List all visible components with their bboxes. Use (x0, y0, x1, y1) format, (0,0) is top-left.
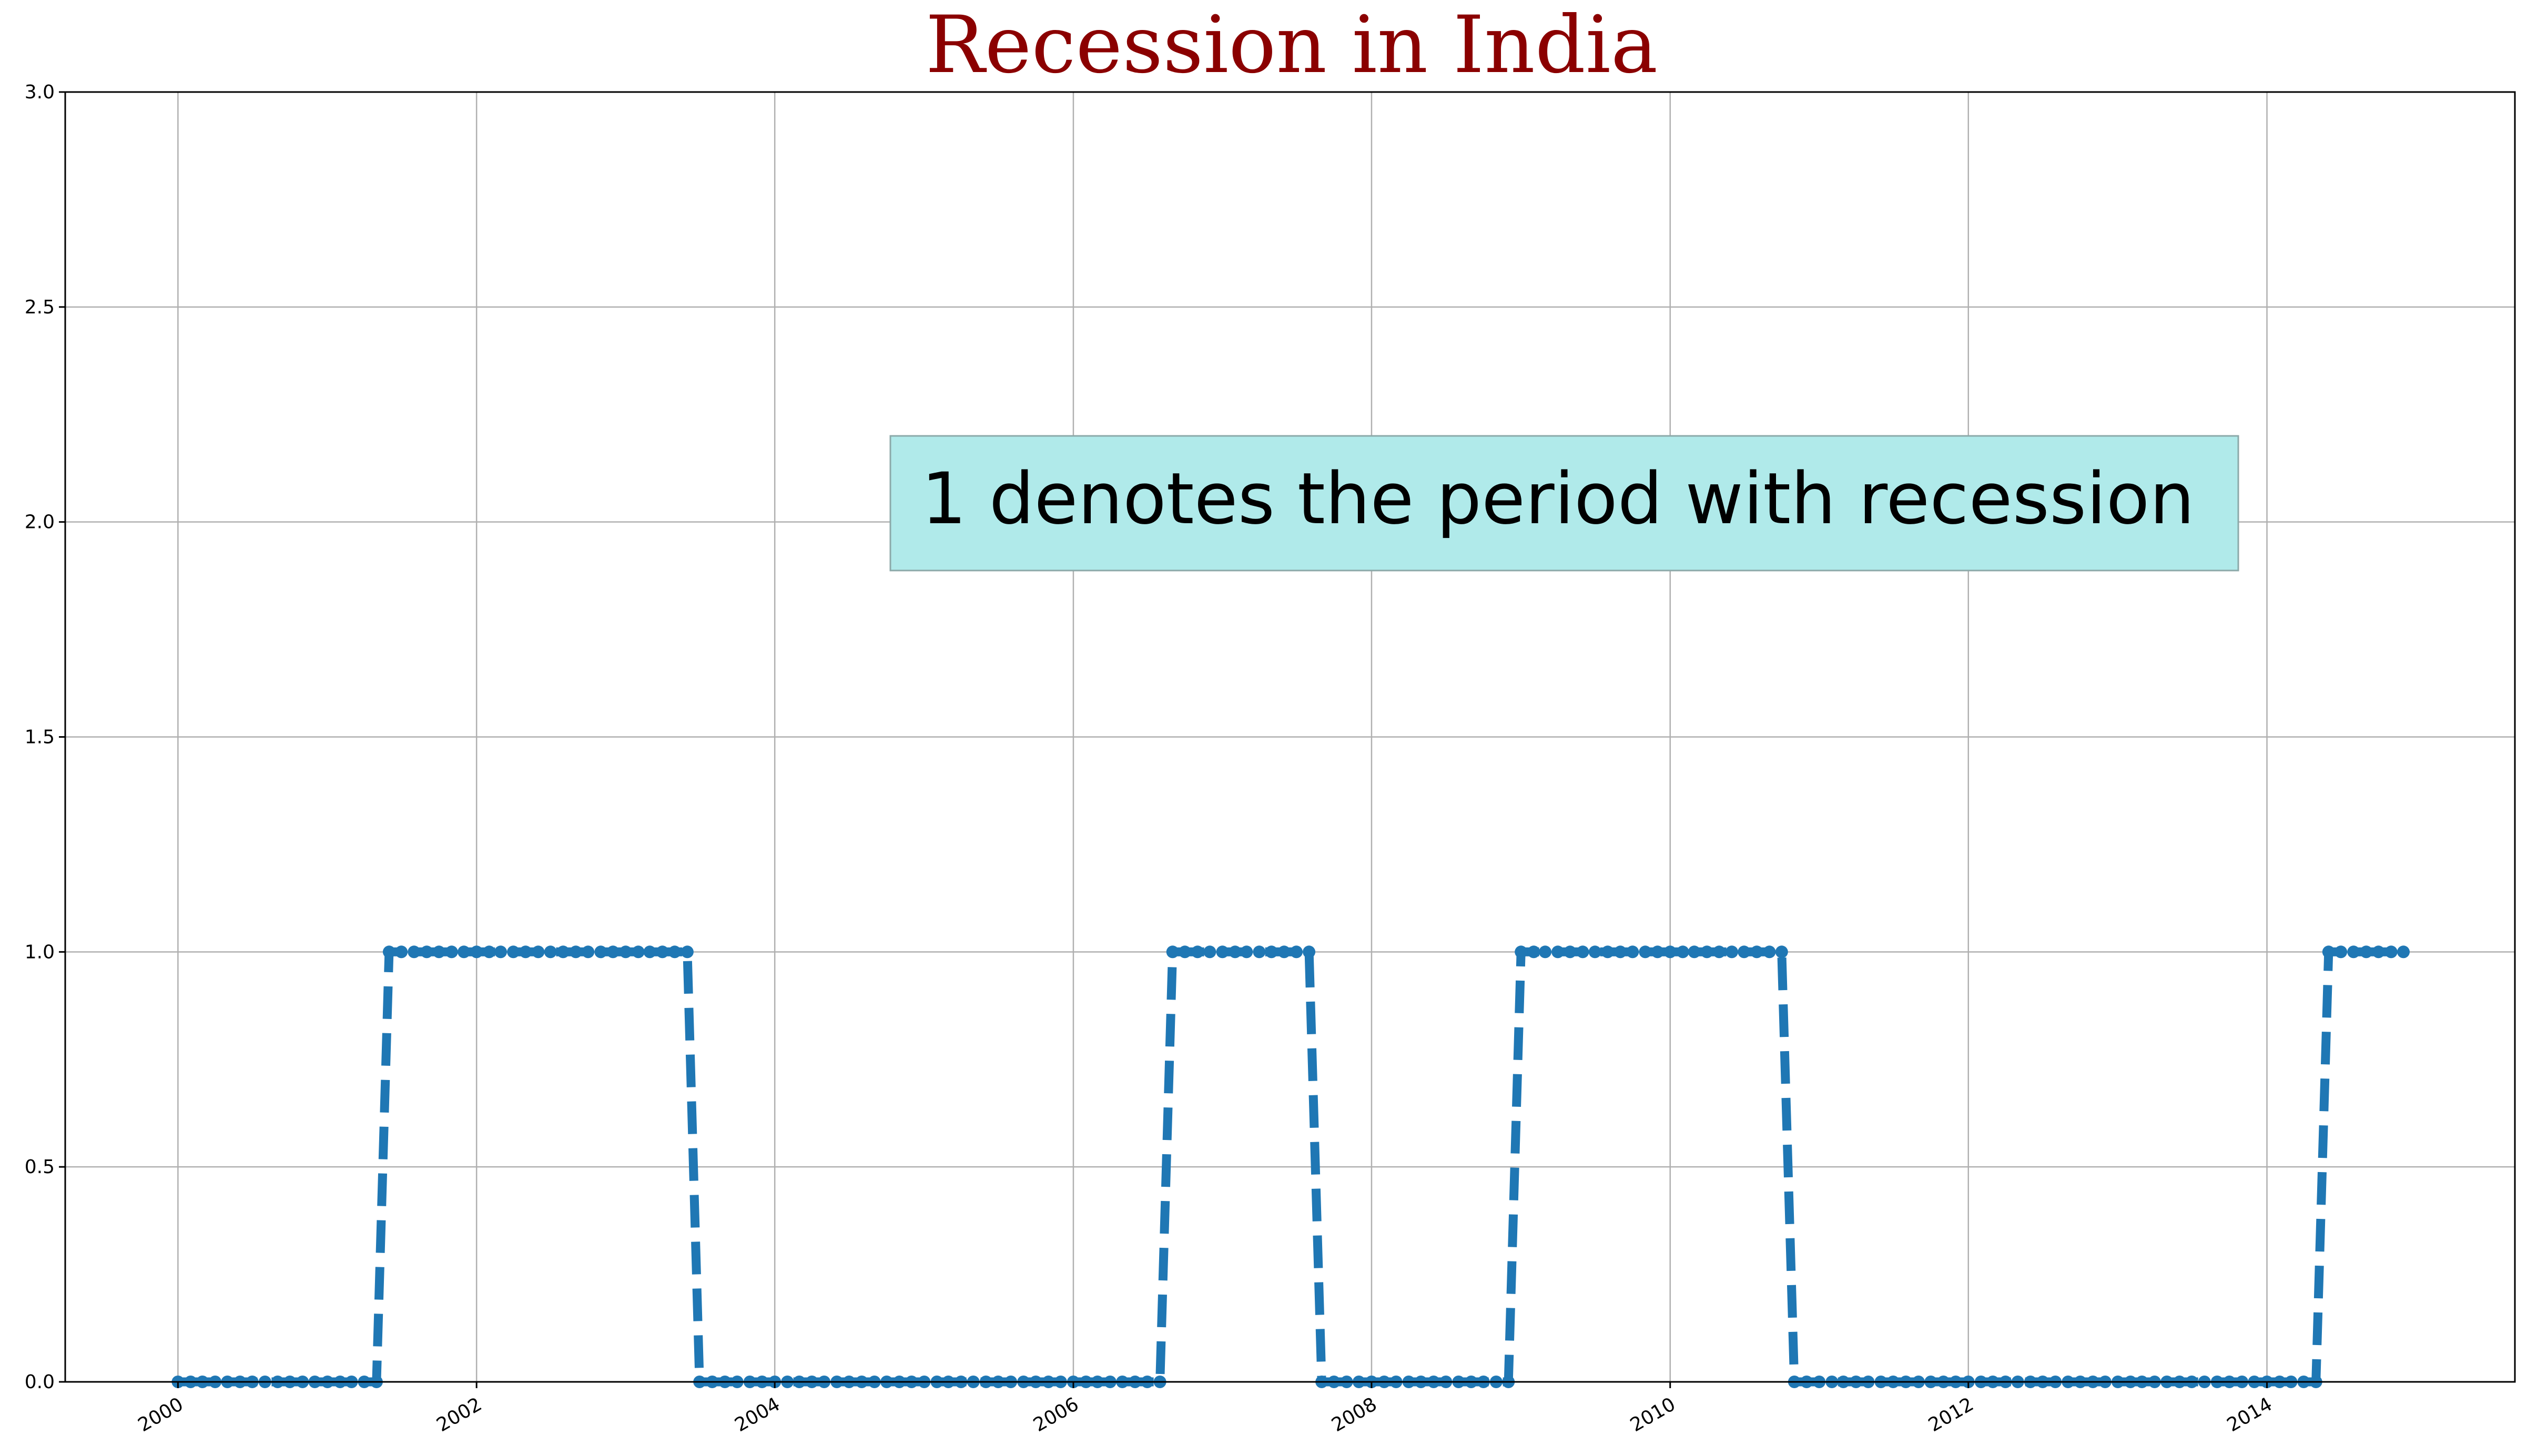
data-point (544, 945, 557, 959)
data-point (382, 945, 395, 959)
y-tick-label: 0.0 (25, 1371, 55, 1393)
data-point (1551, 945, 1565, 959)
data-point (643, 945, 656, 959)
data-point (1614, 945, 1627, 959)
data-point (1639, 945, 1652, 959)
y-tick-label: 2.0 (25, 512, 55, 533)
data-point (1688, 945, 1701, 959)
data-point (1166, 945, 1179, 959)
data-point (632, 945, 645, 959)
data-point (594, 945, 607, 959)
data-point (1203, 945, 1216, 959)
data-point (470, 945, 483, 959)
data-point (1191, 945, 1204, 959)
data-point (1712, 945, 1726, 959)
data-point (2322, 945, 2335, 959)
data-point (1515, 945, 1528, 959)
data-point (1216, 945, 1229, 959)
data-point (395, 945, 408, 959)
annotation-box (889, 435, 2239, 572)
data-point (1626, 945, 1639, 959)
series-line (171, 945, 2410, 1388)
data-point (494, 945, 507, 959)
data-point (483, 945, 496, 959)
data-point (1290, 945, 1303, 959)
data-point (2360, 945, 2373, 959)
data-point (569, 945, 582, 959)
data-point (1253, 945, 1266, 959)
data-point (420, 945, 433, 959)
data-point (1676, 945, 1689, 959)
data-point (1539, 945, 1552, 959)
y-tick-label: 2.5 (25, 297, 55, 318)
data-point (532, 945, 545, 959)
chart-title: Recession in India (926, 0, 1658, 91)
data-point (519, 945, 532, 959)
data-point (507, 945, 520, 959)
data-point (2335, 945, 2348, 959)
data-point (408, 945, 421, 959)
data-point (1651, 945, 1664, 959)
data-point (656, 945, 669, 959)
data-point (1527, 945, 1540, 959)
data-point (1700, 945, 1713, 959)
data-point (1601, 945, 1614, 959)
data-point (1229, 945, 1242, 959)
data-point (2347, 945, 2360, 959)
data-point (681, 945, 694, 959)
data-point (619, 945, 632, 959)
y-tick-label: 0.5 (25, 1156, 55, 1178)
data-point (668, 945, 681, 959)
data-point (1277, 945, 1291, 959)
data-point (2397, 945, 2410, 959)
data-point (1663, 945, 1677, 959)
data-point (1775, 945, 1788, 959)
data-point (1588, 945, 1601, 959)
data-point (458, 945, 471, 959)
data-point (1750, 945, 1763, 959)
data-point (1240, 945, 1253, 959)
data-point (2384, 945, 2398, 959)
data-point (1726, 945, 1738, 959)
y-tick-label: 1.5 (25, 727, 55, 748)
data-point (582, 945, 595, 959)
y-tick-label: 1.0 (25, 941, 55, 963)
data-point (1179, 945, 1191, 959)
data-point (556, 945, 570, 959)
data-point (1265, 945, 1278, 959)
data-point (606, 945, 620, 959)
data-point (1564, 945, 1577, 959)
annotation-text: 1 denotes the period with recession (921, 457, 2195, 540)
data-point (1738, 945, 1751, 959)
data-point (445, 945, 458, 959)
annotation: 1 denotes the period with recession (889, 435, 2239, 572)
data-point (1576, 945, 1589, 959)
data-point (1763, 945, 1776, 959)
data-point (1303, 945, 1316, 959)
data-point (2372, 945, 2385, 959)
y-tick-label: 3.0 (25, 82, 55, 103)
data-point (432, 945, 445, 959)
